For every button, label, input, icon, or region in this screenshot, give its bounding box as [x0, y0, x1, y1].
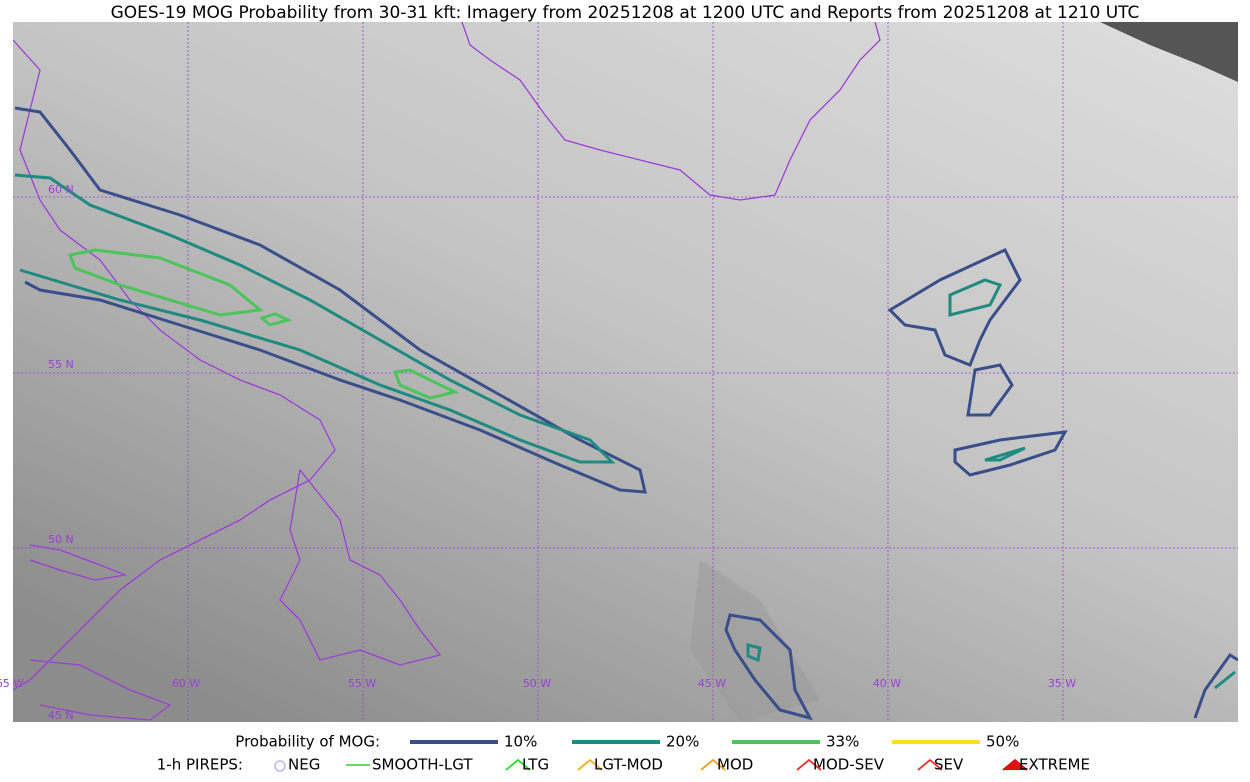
lat-label: 50 N: [48, 533, 74, 546]
legend: Probability of MOG: 10% 20% 33% 50% 1-h PIREP…: [157, 733, 1090, 774]
coastlines: [13, 22, 881, 721]
lat-label: 45 N: [48, 709, 74, 722]
map: [13, 22, 1238, 722]
legend-symbol: [796, 758, 822, 771]
legend-title: Probability of MOG:: [235, 733, 380, 751]
legend-symbol: [505, 758, 531, 771]
lat-label: 60 N: [48, 183, 74, 196]
lon-label: 65 W: [0, 677, 24, 690]
legend-label: SEV: [934, 756, 964, 774]
contours: [14, 106, 1238, 721]
legend-symbol: [917, 758, 943, 771]
legend-symbol: [700, 758, 726, 771]
imagery-dark: [690, 560, 820, 722]
legend-symbol: [274, 760, 286, 772]
no-data: [1100, 22, 1238, 82]
lon-label: 55 W: [348, 677, 376, 690]
legend-label: MOD: [717, 756, 753, 774]
lon-label: 35 W: [1048, 677, 1076, 690]
imagery: [13, 22, 1238, 722]
legend-symbol: [577, 758, 603, 771]
legend-label: EXTREME: [1019, 756, 1090, 774]
title: GOES-19 MOG Probability from 30-31 kft: …: [111, 3, 1140, 23]
lat-label: 55 N: [48, 358, 74, 371]
legend-label: MOD-SEV: [813, 756, 885, 774]
legend-label: LGT-MOD: [594, 756, 663, 774]
legend-label: LTG: [522, 756, 549, 774]
legend-label: 20%: [666, 733, 699, 751]
lon-label: 45 W: [698, 677, 726, 690]
grid-labels: 60 N 55 N 50 N 45 N 65 W 60 W 55 W 50 W 45 W 40 W…: [0, 183, 1076, 722]
legend-label: 33%: [826, 733, 859, 751]
lon-label: 60 W: [172, 677, 200, 690]
legend-label: NEG: [288, 756, 320, 774]
lon-label: 40 W: [873, 677, 901, 690]
legend-label: 10%: [504, 733, 537, 751]
legend-label: 50%: [986, 733, 1019, 751]
lon-label: 50 W: [523, 677, 551, 690]
legend-label: SMOOTH-LGT: [372, 756, 473, 774]
legend-symbol: [1002, 758, 1028, 771]
grid: [13, 22, 1238, 722]
legend-title: 1-h PIREPS:: [157, 756, 243, 774]
